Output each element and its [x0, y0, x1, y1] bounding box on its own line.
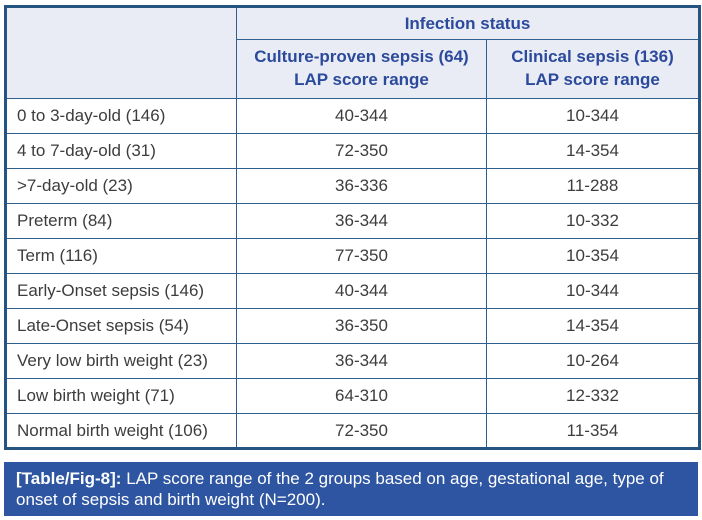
- caption-tag: [Table/Fig-8]:: [16, 469, 122, 488]
- clinical-cell: 11-288: [486, 168, 700, 204]
- culture-proven-cell: 72-350: [236, 133, 487, 169]
- clinical-cell: 10-264: [486, 343, 700, 379]
- culture-proven-cell: 36-336: [236, 168, 487, 204]
- culture-proven-cell: 72-350: [236, 413, 487, 449]
- figure-caption: [Table/Fig-8]: LAP score range of the 2 …: [4, 462, 698, 516]
- lap-score-table: Infection status Culture-proven sepsis (…: [4, 5, 701, 450]
- table-row: 0 to 3-day-old (146) 40-344 10-344: [5, 98, 700, 134]
- culture-proven-cell: 36-350: [236, 308, 487, 344]
- row-label-cell: Normal birth weight (106): [5, 413, 237, 449]
- row-label-cell: 0 to 3-day-old (146): [5, 98, 237, 134]
- column-header-culture-proven: Culture-proven sepsis (64) LAP score ran…: [236, 39, 487, 99]
- header-row-columns: Culture-proven sepsis (64) LAP score ran…: [6, 39, 700, 99]
- row-label-cell: Term (116): [5, 238, 237, 274]
- clinical-cell: 10-344: [486, 273, 700, 309]
- culture-proven-cell: 36-344: [236, 203, 487, 239]
- header-row-group: Infection status: [5, 6, 700, 99]
- table-row: Preterm (84) 36-344 10-332: [5, 203, 700, 239]
- group-header-infection-status: Infection status: [236, 6, 700, 40]
- corner-cell: [5, 6, 237, 99]
- table-header: Infection status Culture-proven sepsis (…: [5, 6, 700, 99]
- table-row: 4 to 7-day-old (31) 72-350 14-354: [5, 133, 700, 169]
- column-header-line2: LAP score range: [525, 70, 660, 89]
- table-row: Early-Onset sepsis (146) 40-344 10-344: [5, 273, 700, 309]
- caption-text: LAP score range of the 2 groups based on…: [16, 469, 664, 510]
- clinical-cell: 10-354: [486, 238, 700, 274]
- culture-proven-cell: 40-344: [236, 98, 487, 134]
- column-header-line1: Culture-proven sepsis (64): [254, 47, 469, 67]
- culture-proven-cell: 40-344: [236, 273, 487, 309]
- culture-proven-cell: 36-344: [236, 343, 487, 379]
- culture-proven-cell: 64-310: [236, 378, 487, 414]
- clinical-cell: 14-354: [486, 308, 700, 344]
- table-row: Low birth weight (71) 64-310 12-332: [5, 378, 700, 414]
- column-header-line1: Clinical sepsis (136): [511, 47, 674, 67]
- row-label-cell: Late-Onset sepsis (54): [5, 308, 237, 344]
- column-header-line2: LAP score range: [294, 70, 429, 89]
- clinical-cell: 12-332: [486, 378, 700, 414]
- table-body: 0 to 3-day-old (146) 40-344 10-344 4 to …: [5, 98, 700, 449]
- row-label-cell: Early-Onset sepsis (146): [5, 273, 237, 309]
- table-row: >7-day-old (23) 36-336 11-288: [5, 168, 700, 204]
- clinical-cell: 10-344: [486, 98, 700, 134]
- row-label-cell: 4 to 7-day-old (31): [5, 133, 237, 169]
- clinical-cell: 10-332: [486, 203, 700, 239]
- table-row: Very low birth weight (23) 36-344 10-264: [5, 343, 700, 379]
- row-label-cell: Low birth weight (71): [5, 378, 237, 414]
- table-row: Term (116) 77-350 10-354: [5, 238, 700, 274]
- clinical-cell: 11-354: [486, 413, 700, 449]
- table-row: Late-Onset sepsis (54) 36-350 14-354: [5, 308, 700, 344]
- table-row: Normal birth weight (106) 72-350 11-354: [5, 413, 700, 449]
- row-label-cell: >7-day-old (23): [5, 168, 237, 204]
- clinical-cell: 14-354: [486, 133, 700, 169]
- row-label-cell: Preterm (84): [5, 203, 237, 239]
- culture-proven-cell: 77-350: [236, 238, 487, 274]
- row-label-cell: Very low birth weight (23): [5, 343, 237, 379]
- column-header-clinical: Clinical sepsis (136) LAP score range: [486, 39, 700, 99]
